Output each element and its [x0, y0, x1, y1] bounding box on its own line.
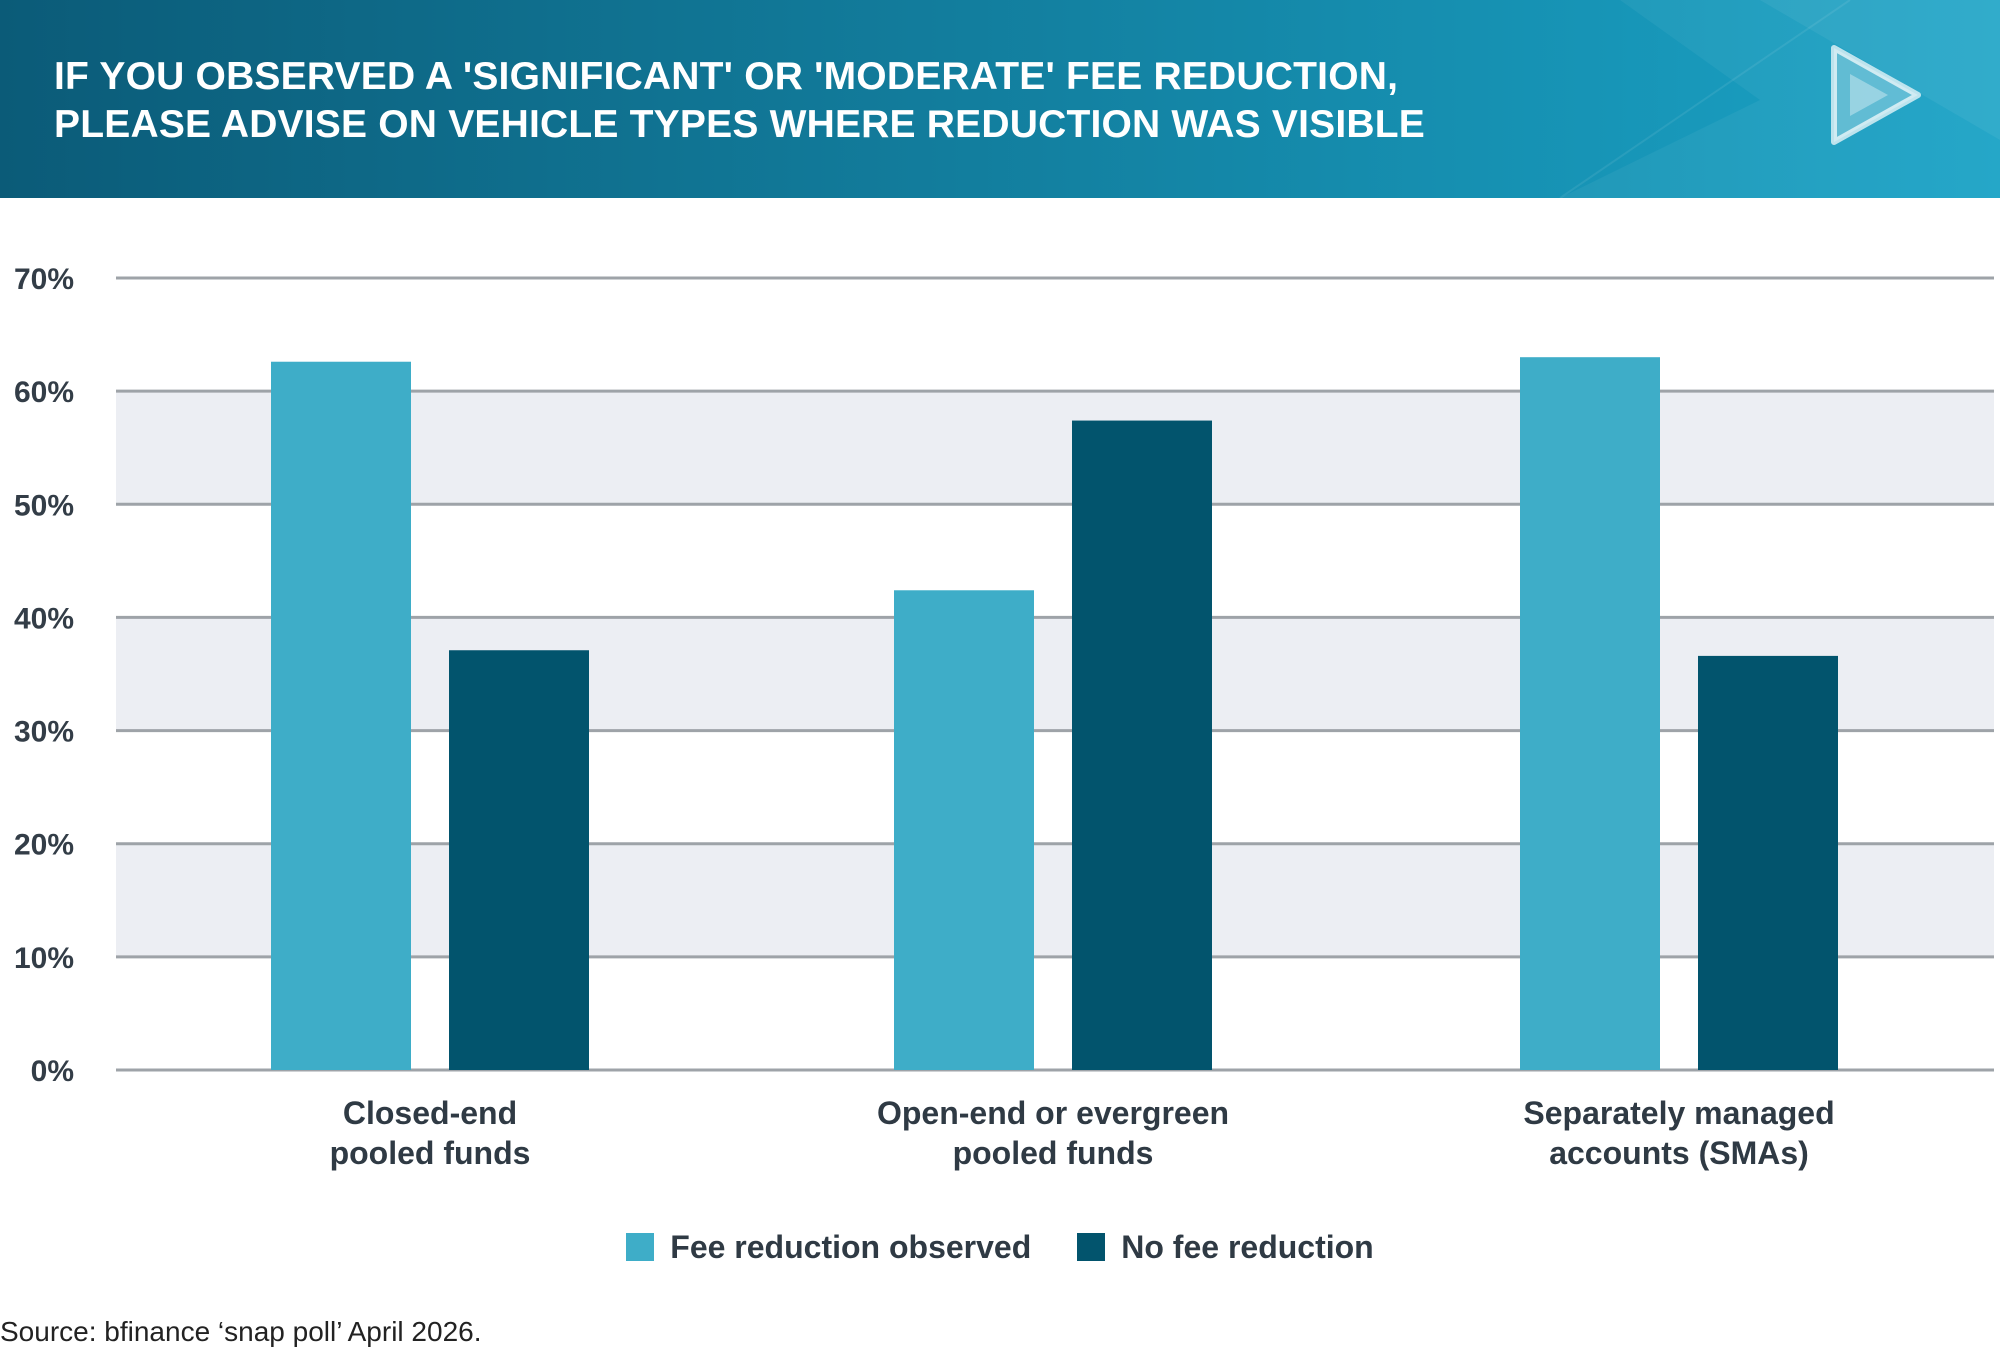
y-tick-label: 30%	[14, 716, 74, 749]
y-tick-label: 0%	[31, 1055, 74, 1088]
legend-swatch-no-fee-reduction	[1077, 1233, 1106, 1261]
legend-label-no-fee-reduction: No fee reduction	[1121, 1228, 1374, 1265]
x-tick-label-line: pooled funds	[953, 1135, 1154, 1171]
x-tick-label-line: Open-end or evergreen	[877, 1095, 1229, 1131]
y-tick-label: 40%	[14, 602, 74, 635]
gridlines	[116, 276, 1994, 1072]
legend-item-no-fee-reduction: No fee reduction	[1077, 1228, 1374, 1266]
y-axis: 0% 10% 20% 30% 40% 50% 60% 70%	[14, 263, 74, 1088]
x-tick-label-line: accounts (SMAs)	[1549, 1135, 1809, 1171]
x-tick-label-line: Closed-end	[343, 1095, 517, 1131]
header-background	[0, 0, 2000, 198]
bar-no-fee-reduction	[449, 650, 589, 1070]
y-tick-label: 20%	[14, 829, 74, 862]
grid-band	[116, 391, 1994, 505]
y-tick-label: 10%	[14, 942, 74, 975]
x-tick-label: Open-end or evergreen pooled funds	[877, 1095, 1229, 1171]
bar-fee-reduction-observed	[1520, 357, 1660, 1070]
x-tick-label: Separately managed accounts (SMAs)	[1523, 1095, 1834, 1171]
chart-title-line-1: IF YOU OBSERVED A 'SIGNIFICANT' OR 'MODE…	[54, 55, 1399, 98]
x-tick-label: Closed-end pooled funds	[330, 1095, 531, 1171]
bar-fee-reduction-observed	[894, 590, 1034, 1070]
y-tick-label: 50%	[14, 489, 74, 522]
x-tick-label-line: Separately managed	[1523, 1095, 1834, 1131]
bar-no-fee-reduction	[1072, 420, 1212, 1070]
legend-item-fee-reduction-observed: Fee reduction observed	[626, 1229, 1031, 1266]
legend-swatch-fee-reduction-observed	[626, 1233, 655, 1261]
grid-band	[116, 617, 1994, 731]
gridline-bands	[116, 391, 1994, 957]
chart-legend: Fee reduction observed No fee reduction	[0, 1225, 2000, 1269]
chart-header: IF YOU OBSERVED A 'SIGNIFICANT' OR 'MODE…	[0, 0, 2000, 198]
legend-label-fee-reduction-observed: Fee reduction observed	[670, 1228, 1032, 1265]
bar-fee-reduction-observed	[271, 361, 411, 1070]
bars	[271, 357, 1838, 1070]
play-triangle-icon	[1831, 45, 1921, 145]
y-tick-label: 60%	[14, 376, 74, 409]
chart-title-line-2: PLEASE ADVISE ON VEHICLE TYPES WHERE RED…	[54, 103, 1426, 146]
bar-chart: 0% 10% 20% 30% 40% 50% 60% 70% Closed-end pooled…	[14, 263, 1994, 1171]
bar-no-fee-reduction	[1698, 655, 1838, 1070]
x-tick-label-line: pooled funds	[330, 1135, 531, 1171]
grid-band	[116, 843, 1994, 957]
source-note: Source: bfinance ‘snap poll’ April 2026.	[0, 1316, 482, 1347]
y-tick-label: 70%	[14, 263, 74, 296]
